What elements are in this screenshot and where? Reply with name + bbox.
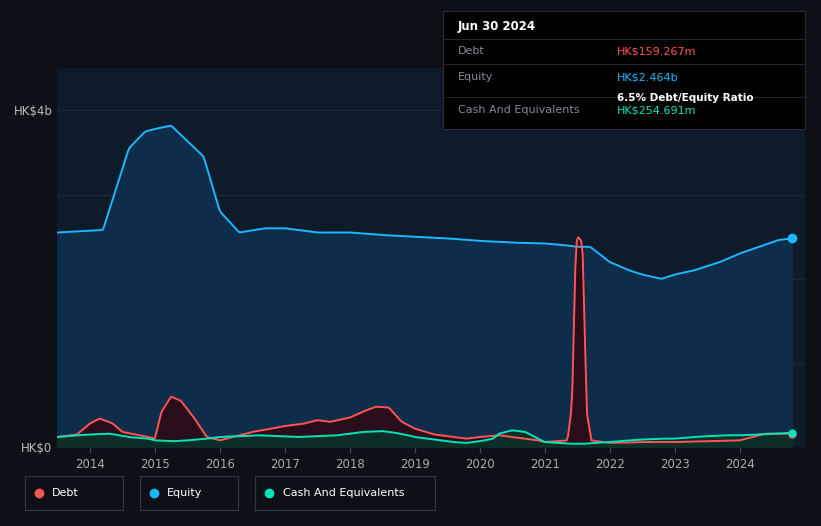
Text: Equity: Equity [167, 488, 203, 498]
Text: HK$2.464b: HK$2.464b [617, 72, 678, 82]
Text: Debt: Debt [53, 488, 79, 498]
Text: HK$159.267m: HK$159.267m [617, 46, 696, 56]
Text: Cash And Equivalents: Cash And Equivalents [283, 488, 405, 498]
Text: Cash And Equivalents: Cash And Equivalents [282, 488, 404, 498]
Text: Cash And Equivalents: Cash And Equivalents [458, 105, 580, 115]
Text: Jun 30 2024: Jun 30 2024 [458, 20, 536, 33]
Text: Debt: Debt [458, 46, 484, 56]
Text: HK$254.691m: HK$254.691m [617, 105, 696, 115]
Text: Equity: Equity [458, 72, 493, 82]
Text: 6.5% Debt/Equity Ratio: 6.5% Debt/Equity Ratio [617, 94, 754, 104]
